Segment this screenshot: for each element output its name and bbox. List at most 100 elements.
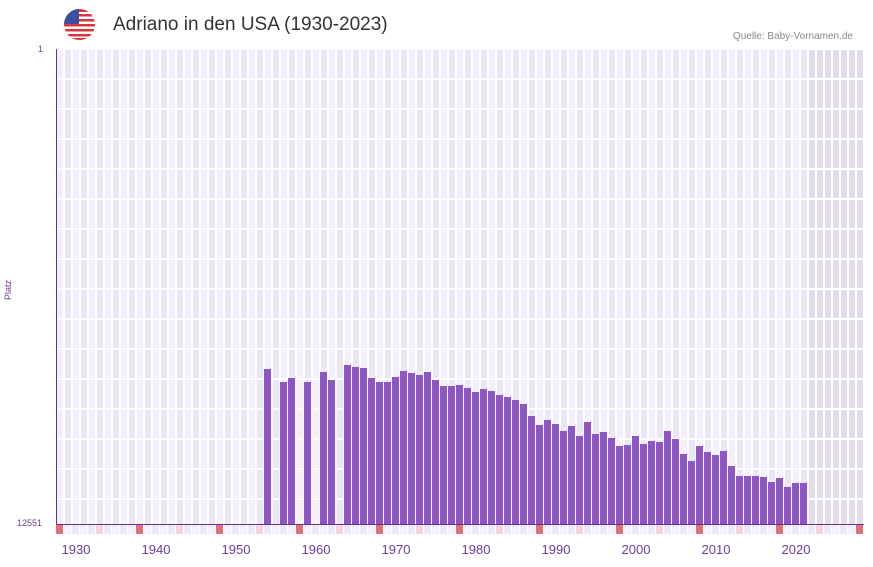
- bar-2009[interactable]: [704, 452, 711, 524]
- y-axis-top-label: 1: [38, 44, 44, 54]
- bar-1979[interactable]: [464, 388, 471, 524]
- bar-1992[interactable]: [568, 426, 575, 524]
- grid-cell: [249, 170, 255, 198]
- bar-2013[interactable]: [736, 476, 743, 524]
- bar-2021[interactable]: [800, 483, 807, 524]
- bar-2000[interactable]: [632, 436, 639, 524]
- bar-2017[interactable]: [768, 482, 775, 524]
- bar-1983[interactable]: [496, 395, 503, 524]
- grid-cell: [441, 230, 447, 258]
- bar-1973[interactable]: [416, 375, 423, 524]
- bar-1962[interactable]: [328, 380, 335, 524]
- bar-1986[interactable]: [520, 404, 527, 524]
- bar-1977[interactable]: [448, 386, 455, 524]
- grid-cell: [137, 140, 143, 168]
- bar-2005[interactable]: [672, 439, 679, 524]
- bar-1984[interactable]: [504, 397, 511, 524]
- grid-cell: [673, 110, 679, 138]
- bar-1964[interactable]: [344, 365, 351, 524]
- bar-2010[interactable]: [712, 455, 719, 524]
- bar-1970[interactable]: [392, 377, 399, 524]
- bar-2011[interactable]: [720, 451, 727, 524]
- grid-cell: [137, 320, 143, 348]
- grid-cell: [233, 230, 239, 258]
- bar-1989[interactable]: [544, 420, 551, 524]
- bar-1967[interactable]: [368, 378, 375, 524]
- bar-1968[interactable]: [376, 382, 383, 524]
- grid-cell: [81, 200, 87, 228]
- bar-2014[interactable]: [744, 476, 751, 524]
- grid-cell: [257, 110, 263, 138]
- grid-cell: [617, 290, 623, 318]
- grid-cell: [353, 260, 359, 288]
- bar-1956[interactable]: [280, 382, 287, 524]
- bar-2006[interactable]: [680, 454, 687, 524]
- bar-1980[interactable]: [472, 392, 479, 524]
- bar-1994[interactable]: [584, 422, 591, 524]
- bar-2002[interactable]: [648, 441, 655, 524]
- bar-1975[interactable]: [432, 380, 439, 524]
- bar-2008[interactable]: [696, 446, 703, 524]
- bar-1995[interactable]: [592, 434, 599, 524]
- bar-1965[interactable]: [352, 367, 359, 524]
- grid-cell: [777, 80, 783, 108]
- bar-1988[interactable]: [536, 425, 543, 524]
- grid-cell: [73, 470, 79, 498]
- grid-cell: [425, 200, 431, 228]
- grid-cell: [177, 500, 183, 528]
- bar-1999[interactable]: [624, 445, 631, 524]
- bar-1954[interactable]: [264, 369, 271, 524]
- grid-cell: [569, 350, 575, 378]
- grid-cell: [625, 230, 631, 258]
- grid-cell: [129, 470, 135, 498]
- bar-1976[interactable]: [440, 386, 447, 524]
- bar-2003[interactable]: [656, 442, 663, 524]
- bar-1972[interactable]: [408, 373, 415, 524]
- grid-cell: [425, 260, 431, 288]
- bar-2016[interactable]: [760, 477, 767, 524]
- bar-2018[interactable]: [776, 478, 783, 524]
- grid-cell: [753, 200, 759, 228]
- grid-cell: [713, 380, 719, 408]
- grid-cell: [57, 500, 63, 528]
- bar-1993[interactable]: [576, 436, 583, 524]
- grid-cell: [537, 260, 543, 288]
- grid-cell: [849, 260, 855, 288]
- bar-1961[interactable]: [320, 372, 327, 524]
- grid-cell: [473, 80, 479, 108]
- grid-cell: [129, 410, 135, 438]
- bar-1959[interactable]: [304, 382, 311, 524]
- grid-cell: [145, 350, 151, 378]
- bar-2015[interactable]: [752, 476, 759, 524]
- bar-1974[interactable]: [424, 372, 431, 524]
- grid-cell: [89, 50, 95, 78]
- grid-cell: [169, 470, 175, 498]
- bar-1987[interactable]: [528, 416, 535, 524]
- bar-1969[interactable]: [384, 382, 391, 524]
- bar-1966[interactable]: [360, 368, 367, 524]
- bar-1990[interactable]: [552, 424, 559, 524]
- grid-cell: [225, 470, 231, 498]
- bar-1957[interactable]: [288, 378, 295, 524]
- bar-1981[interactable]: [480, 389, 487, 524]
- bar-2012[interactable]: [728, 466, 735, 524]
- bar-1985[interactable]: [512, 400, 519, 524]
- bar-1998[interactable]: [616, 446, 623, 524]
- bar-1978[interactable]: [456, 385, 463, 524]
- bar-1996[interactable]: [600, 432, 607, 524]
- bar-1971[interactable]: [400, 371, 407, 524]
- bar-1982[interactable]: [488, 391, 495, 524]
- grid-cell: [105, 290, 111, 318]
- grid-cell: [617, 350, 623, 378]
- grid-cell: [769, 110, 775, 138]
- bar-2019[interactable]: [784, 487, 791, 524]
- bar-2020[interactable]: [792, 483, 799, 524]
- grid-cell: [553, 140, 559, 168]
- bar-2007[interactable]: [688, 461, 695, 524]
- bar-1991[interactable]: [560, 431, 567, 524]
- grid-cell: [673, 170, 679, 198]
- bar-2001[interactable]: [640, 444, 647, 524]
- bar-2004[interactable]: [664, 431, 671, 524]
- bar-1997[interactable]: [608, 438, 615, 524]
- grid-cell: [105, 80, 111, 108]
